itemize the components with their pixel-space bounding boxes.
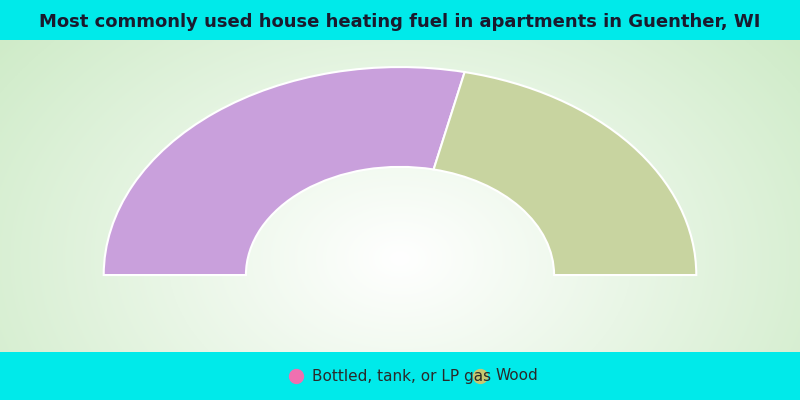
Text: Most commonly used house heating fuel in apartments in Guenther, WI: Most commonly used house heating fuel in… xyxy=(39,13,761,31)
Text: Wood: Wood xyxy=(496,368,538,384)
Wedge shape xyxy=(434,72,696,275)
Text: Bottled, tank, or LP gas: Bottled, tank, or LP gas xyxy=(312,368,491,384)
Wedge shape xyxy=(104,67,465,275)
